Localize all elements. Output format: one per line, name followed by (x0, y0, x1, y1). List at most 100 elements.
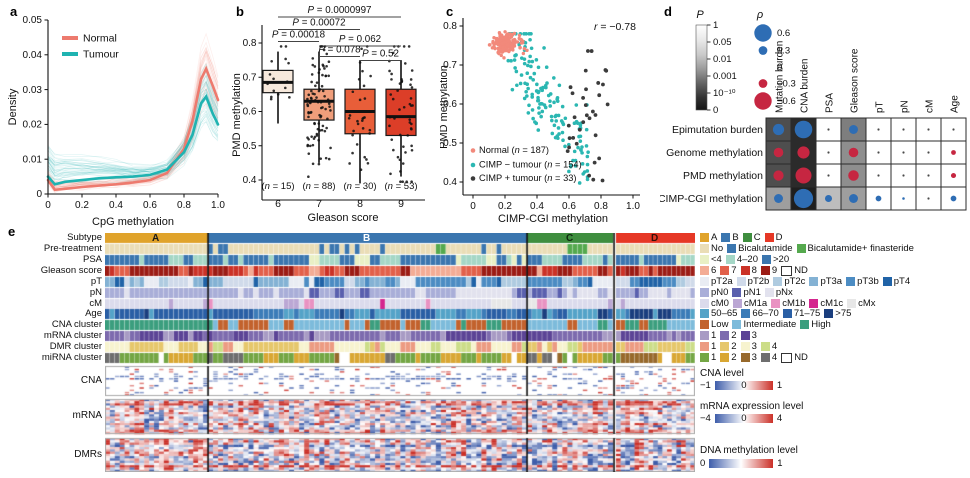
legend-swatch (781, 265, 793, 276)
legend-item-label: Bicalutamide+ finasteride (807, 243, 914, 254)
panel-d-label: d (664, 4, 672, 19)
legend-item-label: 8 (751, 265, 757, 276)
tumour-sample-trace (47, 63, 219, 168)
legend-swatch (760, 266, 770, 275)
legend-item-label: <4 (711, 254, 722, 265)
legend-item: 3 (740, 341, 757, 352)
legend-item-label: 4 (771, 352, 778, 363)
legend-item-label: pT2c (784, 276, 806, 287)
track-label-subtype: Subtype (67, 232, 102, 243)
panel-e-label: e (8, 224, 16, 239)
d-rho-cell-dot (902, 151, 905, 154)
legend-item: 7 (720, 265, 737, 276)
legend-item: 1 (700, 330, 716, 341)
d-rho-dot (754, 24, 772, 42)
d-rho-cell-dot (774, 194, 783, 203)
d-rho-cell-dot (827, 151, 830, 154)
tumour-sample-trace (47, 89, 219, 173)
tumour-sample-trace (47, 63, 219, 166)
legend-item-label: cMx (858, 298, 876, 309)
d-rho-cell-dot (951, 150, 956, 155)
d-rho-cell-dot (848, 170, 859, 181)
d-rho-cell-dot (877, 174, 880, 177)
panel-c-plot: 0 0.2 0.4 0.6 0.8 1.0 0.4 0.5 0.6 0.7 0.8 r = −0.78… (440, 18, 640, 225)
normal-sample-trace (47, 32, 219, 189)
d-col-header: pT (875, 101, 886, 113)
tumour-sample-trace (47, 71, 219, 184)
legend-row-psa: <4 4–20 >20 (700, 254, 789, 265)
legend-row-age: 50–65 66–70 71–75 >75 (700, 308, 851, 319)
b-p-value: P = 0.062 (339, 34, 381, 45)
legend-item-label: cM0 (711, 298, 729, 309)
d-rho-label: 0.3 (777, 46, 790, 57)
legend-row-gleason-score: 6 7 8 9 ND (700, 265, 808, 276)
legend-swatch (721, 233, 731, 242)
scale-gradient-bar (709, 459, 774, 468)
legend-item-label: Intermediate (743, 319, 797, 330)
d-rho-cell-dot (950, 172, 957, 179)
heatmap-label-mrna: mRNA (72, 410, 102, 421)
a-ytick: 0.04 (23, 50, 43, 61)
d-rho-cell-dot (877, 128, 880, 131)
d-row-label: PMD methylation (683, 170, 763, 182)
legend-item: ND (781, 352, 808, 363)
legend-row-cm: cM0 cM1a cM1b cM1c cMx (700, 298, 876, 309)
tumour-sample-trace (47, 107, 219, 178)
legend-swatch (732, 288, 742, 297)
legend-swatch (764, 233, 774, 242)
a-ytick: 0 (36, 189, 42, 200)
d-rho-cell-dot (927, 128, 930, 131)
legend-item-label: cM1b (782, 298, 806, 309)
panel-a-plot: 0 0.2 0.4 0.6 0.8 1.0 0 0.01 0.02 0.03 0.04 0.05 CpG… (7, 15, 225, 228)
d-rho-cell-dot (877, 151, 880, 154)
legend-swatch (700, 288, 709, 297)
legend-item-label: 2 (731, 352, 737, 363)
legend-row-subtype: A B C D (700, 232, 782, 243)
c-xtick: 0.2 (498, 201, 512, 212)
d-rho-cell-dot (927, 174, 930, 177)
legend-item-label: B (732, 232, 739, 243)
d-rho-label: −0.3 (777, 79, 796, 90)
scale-title-mrna: mRNA expression level (700, 401, 804, 412)
c-ytick: 0.7 (443, 60, 457, 71)
legend-swatch (700, 309, 709, 318)
legend-item: pN0 (700, 287, 728, 298)
d-rho-label: −0.6 (777, 96, 796, 107)
legend-item: <4 (700, 254, 722, 265)
legend-item-label: No (711, 243, 724, 254)
legend-item-label: pT3b (857, 276, 879, 287)
c-xtick: 0 (470, 201, 476, 212)
tumour-sample-trace (47, 80, 219, 180)
b-category: 7 (316, 198, 322, 210)
legend-swatch (882, 277, 892, 286)
legend-item: 50–65 (700, 308, 737, 319)
scale-title-dmrs: DNA methylation level (700, 445, 798, 456)
legend-item-label: 50–65 (711, 308, 738, 319)
legend-item-label: 3 (751, 352, 757, 363)
legend-row-pn: pN0 pN1 pNx (700, 287, 793, 298)
legend-item: 9 (760, 265, 777, 276)
legend-item-label: 71–75 (793, 308, 821, 319)
b-p-value: P = 0.52 (362, 49, 399, 60)
legend-item: ND (781, 265, 808, 276)
track-label-age: Age (85, 308, 102, 319)
track-label-pre-treatment: Pre-treatment (43, 243, 102, 254)
normal-sample-trace (47, 102, 219, 193)
b-ylabel: PMD methylation (231, 73, 243, 157)
legend-item: 2 (720, 330, 737, 341)
tumour-sample-trace (47, 105, 219, 173)
b-xlabel: Gleason score (308, 212, 379, 224)
d-rho-cell-dot (849, 194, 858, 203)
legend-swatch (700, 353, 709, 362)
d-rho-cell-dot (793, 188, 814, 209)
a-ytick: 0.03 (23, 85, 43, 96)
d-rho-cell-dot (950, 195, 957, 202)
legend-item: 6 (700, 265, 716, 276)
tumour-sample-trace (47, 113, 219, 181)
d-rho-label: 0 (777, 62, 782, 73)
legend-swatch (771, 299, 781, 308)
d-rho-cell-dot (772, 123, 785, 136)
legend-swatch (760, 353, 770, 362)
b-p-value: P = 0.00072 (292, 18, 345, 29)
a-xtick: 1.0 (211, 200, 225, 211)
